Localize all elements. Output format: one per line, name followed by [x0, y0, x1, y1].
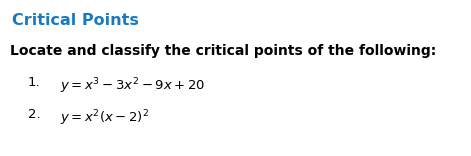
Text: 1.: 1. [28, 76, 41, 89]
Text: Critical Points: Critical Points [12, 13, 139, 28]
Text: Locate and classify the critical points of the following:: Locate and classify the critical points … [10, 44, 436, 58]
Text: $y = x^3 - 3x^2 - 9x + 20$: $y = x^3 - 3x^2 - 9x + 20$ [60, 76, 205, 96]
Text: $y = x^2(x - 2)^2$: $y = x^2(x - 2)^2$ [60, 108, 149, 128]
Text: 2.: 2. [28, 108, 41, 121]
